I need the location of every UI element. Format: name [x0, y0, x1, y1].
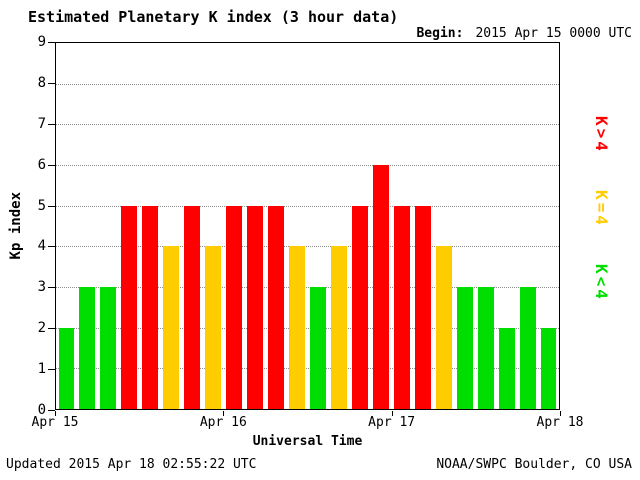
y-tick-label: 4: [37, 238, 46, 255]
y-tick-mark: [48, 287, 55, 289]
y-tick-label: 1: [37, 361, 46, 378]
kp-bar: [121, 205, 138, 409]
kp-bar: [310, 287, 326, 409]
updated-timestamp: Updated 2015 Apr 18 02:55:22 UTC: [6, 457, 257, 472]
kp-bar: [247, 205, 264, 409]
plot-area: [55, 42, 560, 410]
credit-text: NOAA/SWPC Boulder, CO USA: [436, 457, 632, 472]
kp-bar: [456, 287, 473, 409]
kp-bar: [100, 287, 117, 409]
y-tick-mark: [48, 246, 55, 248]
kp-bar: [142, 205, 159, 409]
y-tick-label: 9: [37, 34, 46, 50]
x-tick-label: Apr 15: [31, 415, 79, 430]
x-tick-mark: [55, 411, 56, 416]
kp-bar: [205, 246, 222, 409]
y-tick-mark: [48, 205, 55, 207]
y-tick-mark: [48, 328, 55, 330]
kp-bar: [519, 287, 536, 409]
gridline: [56, 368, 559, 370]
kp-bar: [330, 246, 347, 409]
kp-bar: [477, 287, 494, 409]
kp-bar: [393, 205, 410, 409]
y-axis-title: Kp index: [8, 192, 24, 260]
kp-bar: [414, 205, 431, 409]
y-tick-label: 6: [37, 156, 46, 173]
y-tick-label: 3: [37, 279, 46, 296]
gridline: [56, 83, 559, 85]
y-tick-mark: [48, 42, 55, 43]
kp-bar: [435, 246, 452, 409]
x-tick-label: Apr 18: [536, 415, 584, 430]
gridline: [56, 165, 559, 166]
chart-title: Estimated Planetary K index (3 hour data…: [28, 8, 399, 26]
x-axis-title: Universal Time: [252, 434, 363, 449]
x-tick-mark: [391, 411, 393, 416]
y-tick-mark: [48, 164, 55, 166]
y-tick-mark: [48, 369, 55, 371]
y-tick-mark: [48, 410, 55, 411]
kp-bar: [540, 327, 557, 409]
y-tick-label: 8: [37, 74, 46, 91]
x-tick-label: Apr 17: [368, 415, 416, 430]
gridline: [56, 327, 559, 329]
kp-bar: [58, 327, 75, 409]
y-tick-mark: [48, 123, 55, 125]
y-tick-mark: [48, 82, 55, 84]
kp-bar: [163, 246, 180, 409]
kp-bar: [184, 205, 201, 409]
kp-bar: [289, 246, 305, 409]
y-tick-label: 7: [37, 115, 46, 132]
x-tick-mark: [223, 411, 225, 416]
y-tick-label: 5: [37, 197, 46, 214]
y-tick-label: 0: [37, 402, 46, 418]
legend-k-equals-4: K=4: [592, 190, 611, 228]
legend-k-greater-than-4: K>4: [592, 116, 611, 154]
x-tick-mark: [560, 411, 561, 416]
begin-label: Begin:: [416, 26, 464, 41]
y-tick-label: 2: [37, 320, 46, 337]
kp-bar: [226, 205, 243, 409]
kp-bar: [498, 327, 515, 409]
gridline: [56, 124, 559, 126]
kp-bar: [351, 205, 368, 409]
kp-bar: [372, 165, 389, 409]
kp-bar: [79, 287, 96, 409]
legend-k-less-than-4: K<4: [592, 264, 611, 302]
begin-annotation: Begin: 2015 Apr 15 0000 UTC: [385, 11, 632, 56]
kp-bar: [268, 205, 285, 409]
x-tick-label: Apr 16: [199, 415, 247, 430]
gridline: [56, 205, 559, 207]
gridline: [56, 246, 559, 248]
begin-value: 2015 Apr 15 0000 UTC: [475, 26, 632, 41]
gridline: [56, 287, 559, 288]
